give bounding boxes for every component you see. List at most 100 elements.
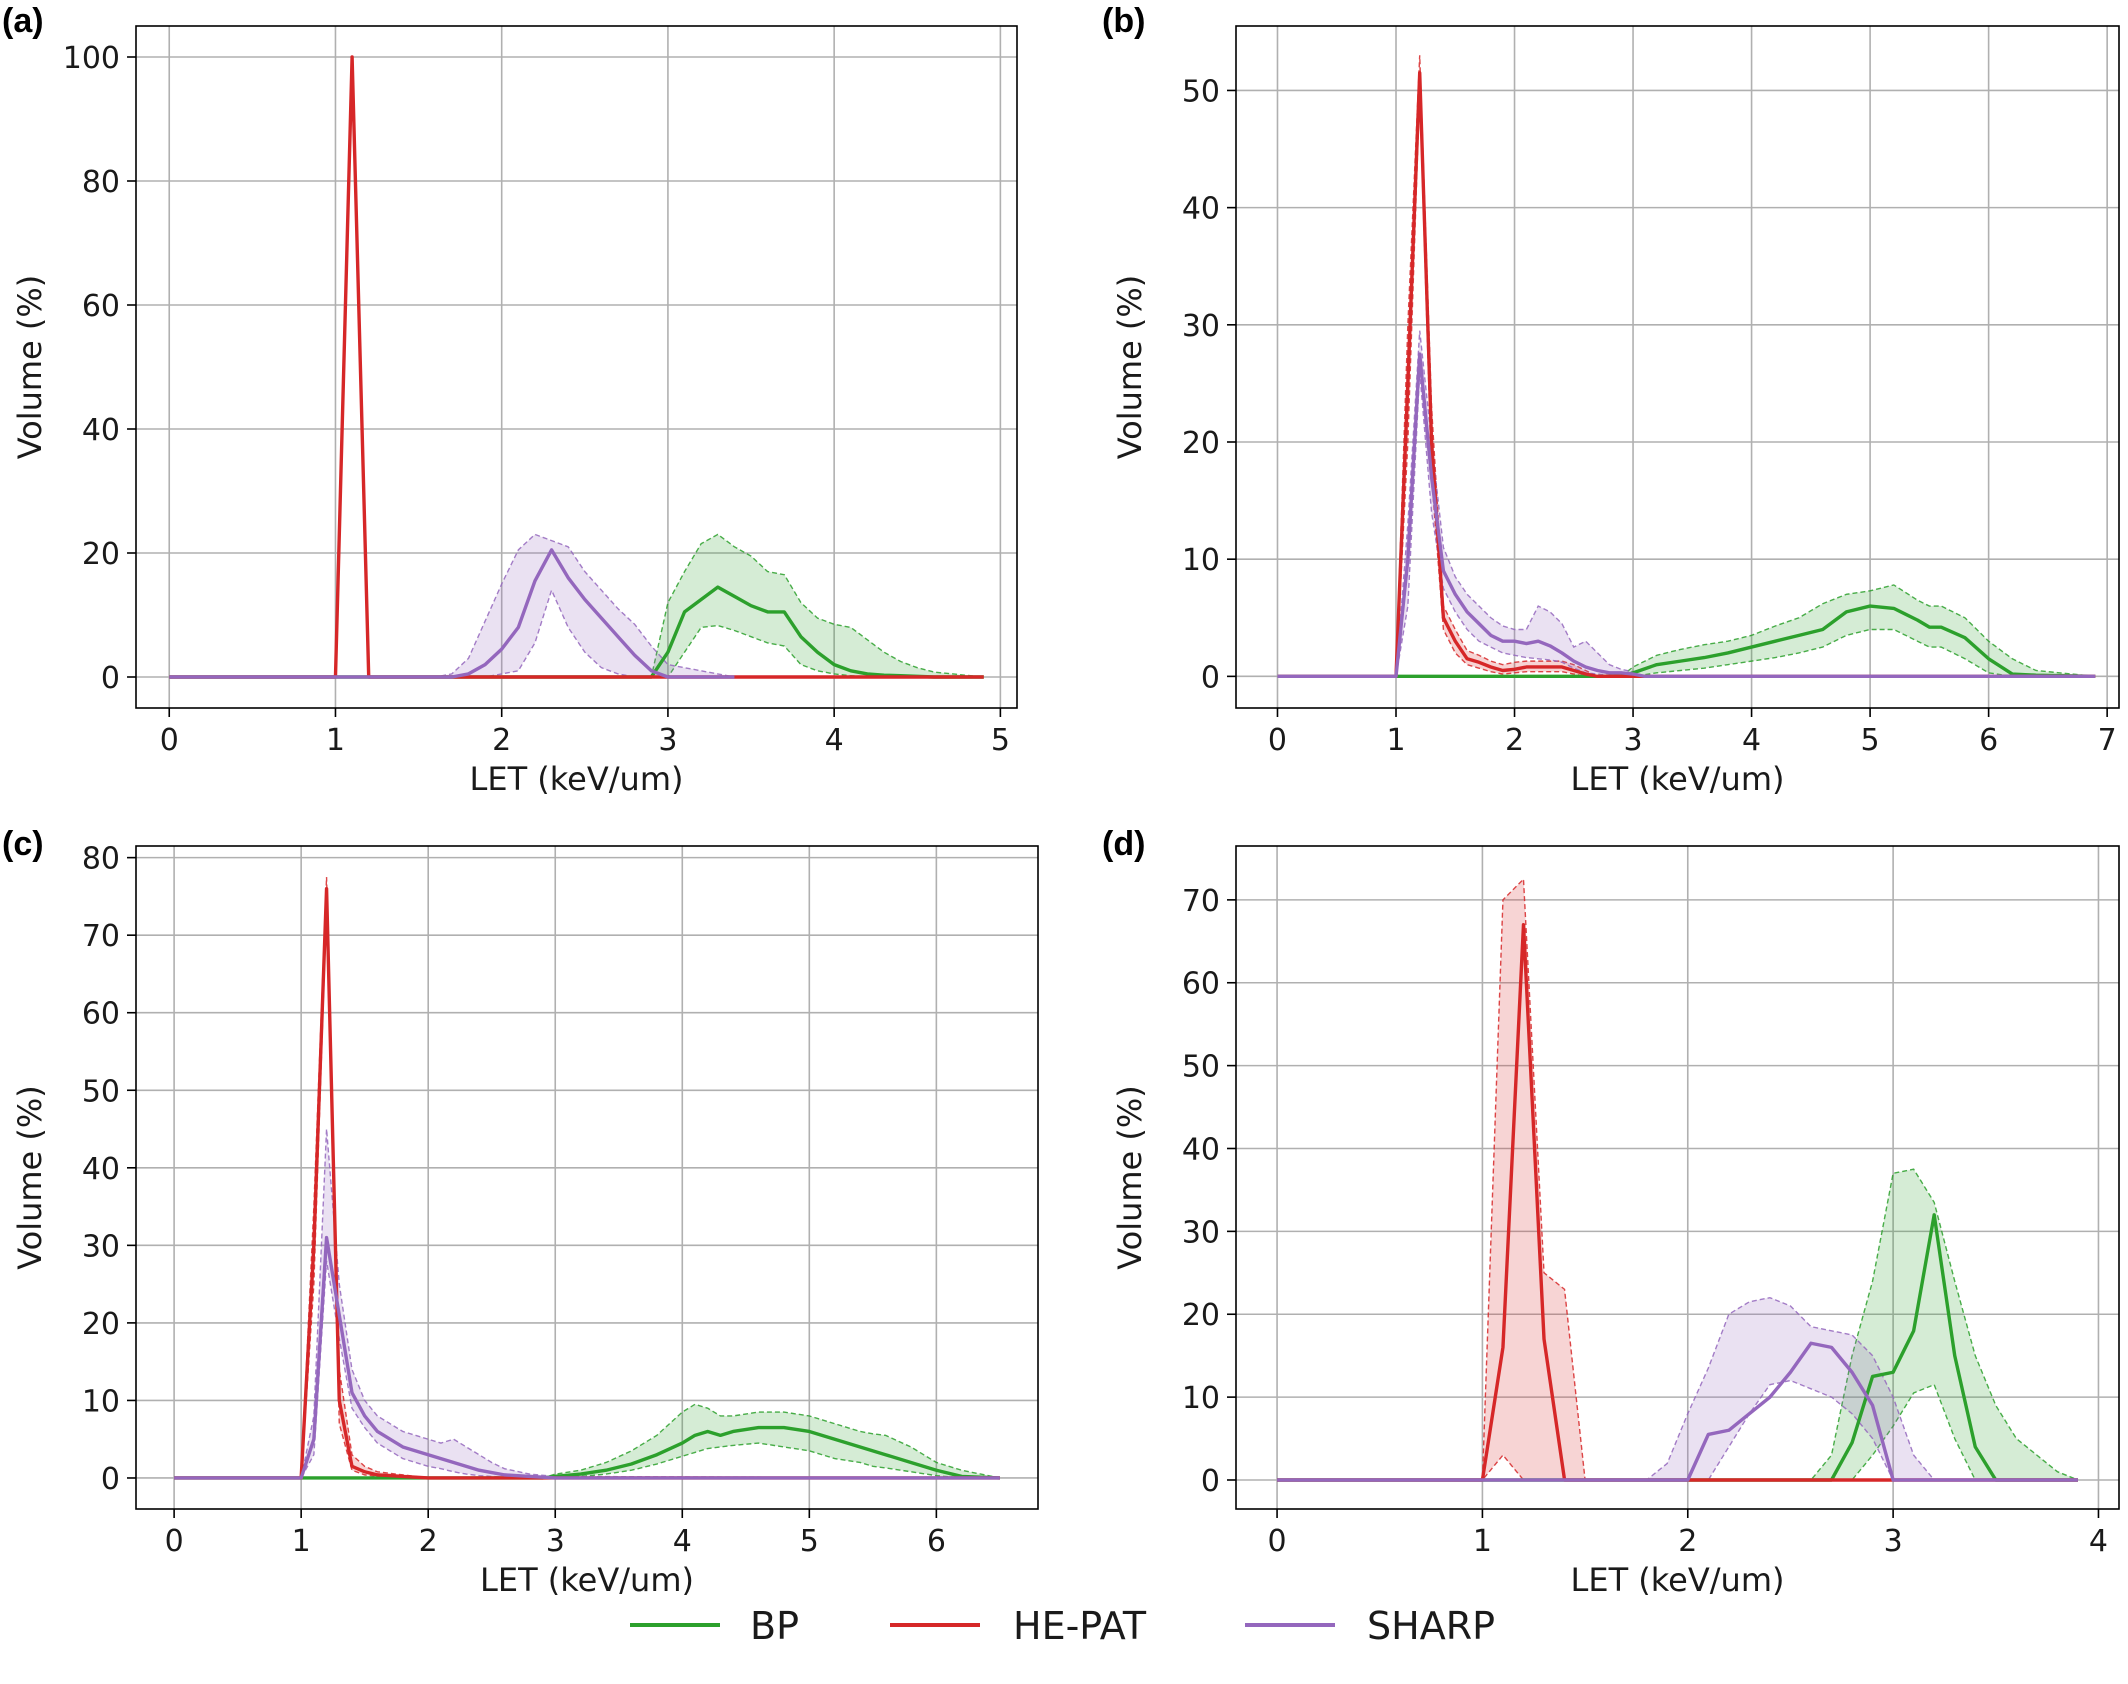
band-lower-bp [174, 1442, 1000, 1479]
x-axis-label: LET (keV/um) [470, 760, 684, 798]
plot-frame [1235, 25, 2120, 709]
band-lower-bp [1277, 628, 2096, 678]
band-upper-he-pat [1277, 877, 2078, 1481]
band-upper-bp [169, 533, 984, 678]
x-tick-label: 1 [1473, 1524, 1492, 1559]
y-tick-label: 50 [1182, 74, 1220, 109]
panel-a-label: (a) [2, 2, 44, 40]
panel-b-label: (b) [1102, 2, 1145, 40]
band-upper-he-pat [1277, 55, 2096, 678]
legend-item-sharp: SHARP [1245, 1604, 1495, 1648]
y-tick-label: 10 [1182, 1381, 1220, 1416]
series-line-sharp [174, 1235, 1000, 1480]
plot-frame [135, 25, 1018, 709]
x-tick-label: 0 [160, 723, 179, 758]
y-tick-label: 30 [82, 1229, 120, 1264]
legend: BP HE-PAT SHARP [630, 1604, 1495, 1648]
y-axis-label: Volume (%) [1111, 275, 1149, 460]
x-tick-label: 4 [825, 723, 844, 758]
x-tick-label: 3 [546, 1524, 565, 1559]
x-tick-label: 3 [658, 723, 677, 758]
x-tick-label: 5 [1861, 723, 1880, 758]
band-upper-bp [174, 1403, 1001, 1479]
band-bp [1277, 1169, 2078, 1480]
y-tick-label: 10 [1182, 543, 1220, 578]
series-line-sharp [1277, 1341, 2078, 1482]
series-line-he-pat [174, 886, 1000, 1480]
x-tick-label: 0 [1268, 723, 1287, 758]
band-upper-sharp [174, 1128, 1000, 1479]
x-tick-label: 6 [927, 1524, 946, 1559]
y-axis-label: Volume (%) [11, 1085, 49, 1270]
x-tick-label: 3 [1624, 723, 1643, 758]
y-tick-label: 60 [1182, 967, 1220, 1002]
x-tick-label: 1 [326, 723, 345, 758]
band-upper-sharp [1277, 330, 2096, 678]
x-tick-label: 4 [2089, 1524, 2108, 1559]
series-line-he-pat [1277, 71, 2096, 679]
x-tick-label: 4 [673, 1524, 692, 1559]
band-sharp [1277, 1297, 2078, 1480]
y-tick-label: 30 [1182, 1215, 1220, 1250]
y-tick-label: 30 [1182, 309, 1220, 344]
panel-d-label: (d) [1102, 825, 1145, 863]
band-bp [169, 534, 984, 677]
y-tick-label: 50 [82, 1074, 120, 1109]
x-tick-label: 2 [1505, 723, 1524, 758]
legend-label-sharp: SHARP [1367, 1604, 1495, 1648]
x-tick-label: 0 [165, 1524, 184, 1559]
x-tick-label: 5 [800, 1524, 819, 1559]
x-tick-label: 4 [1742, 723, 1761, 758]
x-tick-label: 7 [2098, 723, 2117, 758]
y-tick-label: 40 [1182, 192, 1220, 227]
y-tick-label: 70 [1182, 884, 1220, 919]
band-bp [174, 1404, 1000, 1478]
series-line-bp [1277, 604, 2096, 679]
legend-label-he-pat: HE-PAT [1013, 1604, 1147, 1648]
y-tick-label: 20 [1182, 426, 1220, 461]
legend-item-he-pat: HE-PAT [890, 1604, 1147, 1648]
series-line-sharp [169, 548, 735, 679]
x-tick-label: 1 [292, 1524, 311, 1559]
panel-a: (a) 0 1 2 3 4 5 0 20 40 60 80 100 LET (keV/um) Volume… [2, 2, 1018, 798]
y-axis-label: Volume (%) [11, 275, 49, 460]
x-tick-label: 3 [1884, 1524, 1903, 1559]
plot-frame [135, 845, 1039, 1510]
y-tick-label: 10 [82, 1384, 120, 1419]
series-line-sharp [1277, 352, 2096, 679]
y-tick-label: 20 [1182, 1298, 1220, 1333]
y-tick-label: 70 [82, 919, 120, 954]
x-tick-label: 2 [419, 1524, 438, 1559]
y-tick-label: 20 [82, 1307, 120, 1342]
panel-c-label: (c) [2, 825, 44, 863]
x-tick-label: 5 [991, 723, 1010, 758]
y-tick-label: 40 [1182, 1132, 1220, 1167]
y-tick-label: 60 [82, 289, 120, 324]
y-tick-label: 80 [82, 165, 120, 200]
y-tick-label: 80 [82, 842, 120, 877]
panel-b: (b) 0 1 2 3 4 5 6 7 0 10 20 30 40 50 LET (keV/um) Volum… [1102, 2, 2120, 798]
series-line-bp [174, 1425, 1000, 1480]
y-tick-label: 0 [101, 1462, 120, 1497]
y-tick-label: 0 [1201, 1464, 1220, 1499]
y-tick-label: 0 [1201, 660, 1220, 695]
x-axis-label: LET (keV/um) [1571, 760, 1785, 798]
plot-frame [1235, 845, 2120, 1510]
x-tick-label: 2 [1678, 1524, 1697, 1559]
x-tick-label: 2 [492, 723, 511, 758]
band-sharp [169, 534, 735, 677]
band-upper-bp [1277, 1168, 2079, 1481]
y-tick-label: 60 [82, 997, 120, 1032]
legend-item-bp: BP [630, 1604, 799, 1648]
y-tick-label: 40 [82, 413, 120, 448]
legend-label-bp: BP [750, 1604, 799, 1648]
y-tick-label: 40 [82, 1152, 120, 1187]
y-tick-label: 0 [101, 661, 120, 696]
band-upper-bp [1277, 584, 2096, 678]
x-tick-label: 6 [1979, 723, 1998, 758]
band-sharp [174, 1129, 1000, 1478]
y-tick-label: 100 [63, 41, 120, 76]
